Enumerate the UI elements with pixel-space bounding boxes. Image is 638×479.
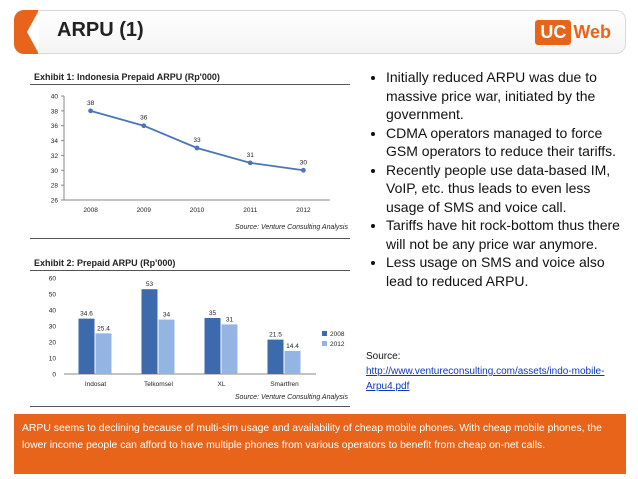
exhibit1-top-rule: [30, 84, 350, 85]
x-tick-label: XL: [218, 381, 226, 388]
y-tick-label: 30: [49, 324, 57, 331]
source-label: Source:: [366, 351, 401, 362]
bullet-list: Initially reduced ARPU was due to massiv…: [364, 68, 626, 290]
legend-label: 2012: [330, 341, 345, 348]
bar-value-label: 14.4: [286, 343, 299, 350]
data-label: 38: [87, 100, 95, 107]
data-label: 30: [300, 159, 308, 166]
x-tick-label: 2008: [83, 207, 98, 214]
source-block: Source: http://www.ventureconsulting.com…: [366, 349, 628, 394]
source-link[interactable]: http://www.ventureconsulting.com/assets/…: [366, 366, 605, 392]
slide-title: ARPU (1): [57, 19, 144, 41]
legend-label: 2008: [330, 331, 345, 338]
exhibit2-top-rule: [30, 270, 350, 271]
bar: [141, 289, 158, 374]
y-tick-label: 32: [51, 153, 59, 160]
bar-value-label: 35: [209, 310, 217, 317]
bar-value-label: 34.6: [80, 311, 93, 318]
data-point: [301, 167, 306, 173]
logo-web-text: Web: [573, 22, 611, 42]
x-tick-label: Indosat: [85, 381, 107, 388]
exhibit1-chart: Exhibit 1: Indonesia Prepaid ARPU (Rp'00…: [30, 72, 360, 242]
exhibit2-source-note: Source: Venture Consulting Analysis: [234, 394, 348, 401]
bar: [267, 339, 284, 374]
bar-value-label: 31: [226, 316, 234, 323]
bar: [158, 319, 175, 374]
y-tick-label: 26: [51, 198, 59, 205]
exhibit2-title: Exhibit 2: Prepaid ARPU (Rp'000): [34, 258, 176, 268]
bar-value-label: 21.5: [269, 332, 282, 339]
bullet-item: Tariffs have hit rock-bottom thus there …: [386, 216, 626, 253]
y-tick-label: 38: [51, 108, 59, 115]
data-point: [194, 145, 200, 151]
y-tick-label: 20: [49, 340, 57, 347]
data-label: 31: [247, 152, 255, 159]
bar: [95, 333, 112, 374]
exhibit1-title: Exhibit 1: Indonesia Prepaid ARPU (Rp'00…: [34, 72, 220, 82]
data-point: [141, 123, 147, 129]
header-accent-bar: [14, 10, 39, 54]
y-tick-label: 28: [51, 183, 59, 190]
logo-uc-text: UC: [535, 20, 572, 45]
y-tick-label: 50: [49, 292, 57, 299]
footer-banner: ARPU seems to declining because of multi…: [14, 414, 626, 474]
bar: [78, 318, 95, 374]
legend-swatch: [322, 331, 327, 336]
ucweb-logo: UC Web: [535, 20, 611, 45]
x-tick-label: 2012: [296, 207, 311, 214]
y-tick-label: 60: [49, 276, 57, 283]
bar: [284, 350, 301, 374]
bar-value-label: 53: [146, 281, 154, 288]
bar: [204, 318, 221, 374]
y-tick-label: 40: [49, 308, 57, 315]
y-tick-label: 40: [51, 94, 59, 101]
data-label: 36: [140, 115, 148, 122]
exhibit2-chart: Exhibit 2: Prepaid ARPU (Rp'000) 0 10 20 30…: [30, 258, 360, 408]
bar-value-label: 34: [163, 312, 171, 319]
exhibit2-bottom-rule: [30, 406, 350, 407]
slide-header: ARPU (1) UC Web: [14, 10, 626, 54]
bullet-item: Recently people use data-based IM, VoIP,…: [386, 161, 626, 217]
bullet-item: CDMA operators managed to force GSM oper…: [386, 124, 626, 161]
exhibit1-line-svg: 26 28 30 32 34 36 38 40 2008 2009 2010 2011 2012 38 36…: [51, 94, 330, 214]
exhibit1-bottom-rule: [30, 238, 350, 239]
bar-value-label: 25.4: [97, 325, 110, 332]
exhibit2-bar-svg: 0 10 20 30 40 50 60 34.6 25.4 Indosat 53 34 Telkomse…: [49, 276, 345, 389]
x-tick-label: 2011: [243, 207, 257, 214]
bullet-item: Initially reduced ARPU was due to massiv…: [386, 68, 626, 124]
x-tick-label: 2009: [137, 207, 152, 214]
bullet-item: Less usage on SMS and voice also lead to…: [386, 253, 626, 290]
legend-swatch: [322, 341, 327, 346]
x-tick-label: Smartfren: [270, 381, 299, 388]
y-tick-label: 0: [52, 372, 56, 379]
y-tick-label: 30: [51, 168, 59, 175]
data-point: [247, 160, 253, 166]
y-tick-label: 10: [49, 356, 57, 363]
data-point: [88, 108, 93, 114]
exhibit1-source-note: Source: Venture Consulting Analysis: [234, 224, 348, 231]
x-tick-label: 2010: [190, 207, 205, 214]
y-tick-label: 36: [51, 123, 59, 130]
bar: [221, 324, 238, 374]
y-tick-label: 34: [51, 138, 59, 145]
data-label: 33: [193, 137, 201, 144]
x-tick-label: Telkomsel: [144, 381, 173, 388]
